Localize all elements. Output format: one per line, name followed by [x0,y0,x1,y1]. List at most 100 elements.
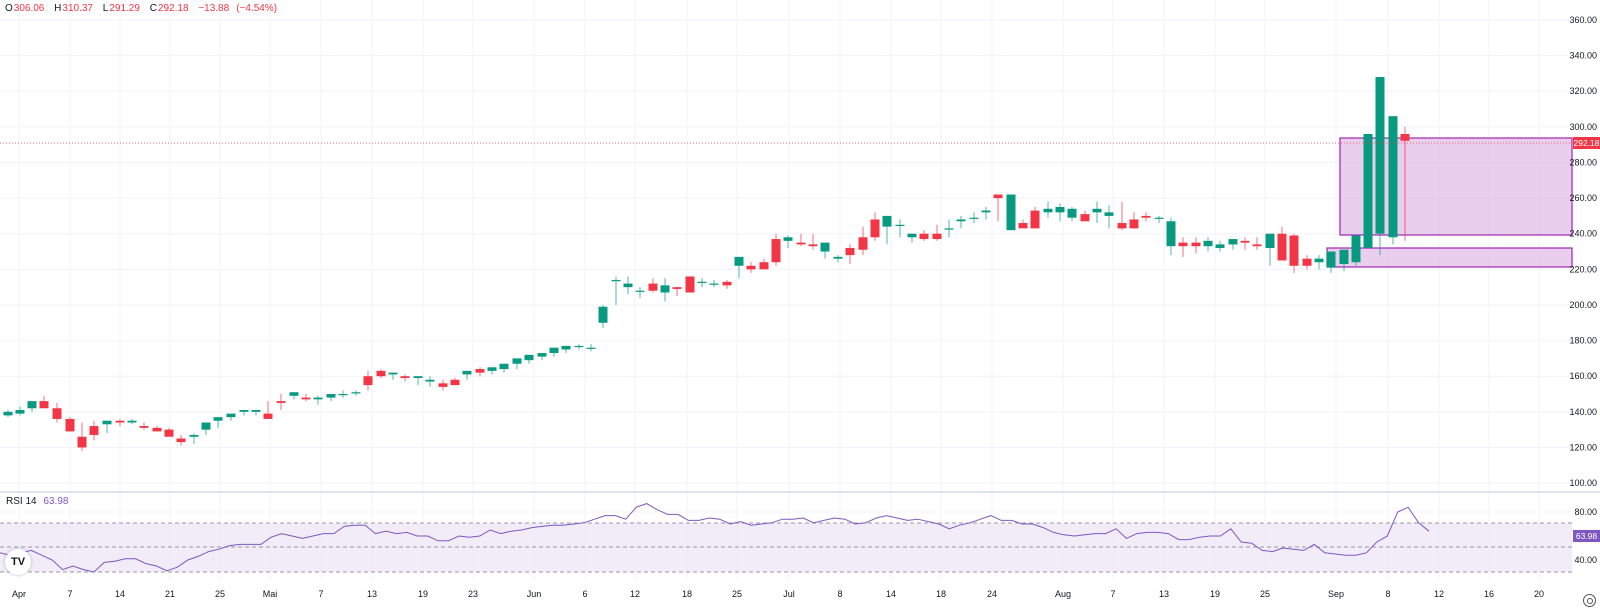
candle[interactable] [388,372,398,380]
candle[interactable] [858,226,868,256]
candle[interactable] [1314,255,1324,270]
candle[interactable] [1043,201,1053,218]
candle[interactable] [1252,237,1262,250]
candle[interactable] [1191,237,1201,254]
candle[interactable] [39,395,49,409]
candle[interactable] [537,353,547,361]
candle[interactable] [1141,212,1151,222]
candle[interactable] [623,276,633,295]
candle[interactable] [734,256,744,279]
candle[interactable] [289,392,299,400]
candle[interactable] [65,417,75,432]
candle[interactable] [1228,239,1238,250]
candle[interactable] [189,433,199,444]
candle[interactable] [598,304,608,329]
candle[interactable] [1117,201,1127,231]
candle[interactable] [376,369,386,378]
candle[interactable] [127,418,137,425]
candle[interactable] [475,367,485,377]
candle[interactable] [549,347,559,357]
candle[interactable] [759,258,769,270]
candle[interactable] [919,230,929,241]
candle[interactable] [956,215,966,229]
candle[interactable] [15,406,25,416]
candle[interactable] [499,363,509,373]
candle[interactable] [969,212,979,224]
candle[interactable] [462,370,472,380]
candle[interactable] [574,344,584,350]
candle[interactable] [276,394,286,411]
candle[interactable] [1351,235,1361,266]
candle[interactable] [1388,116,1398,245]
candle[interactable] [213,417,223,428]
candle[interactable] [808,233,818,250]
candle[interactable] [722,280,732,289]
candle[interactable] [139,422,149,430]
candle[interactable] [981,207,991,220]
candle[interactable] [239,410,249,416]
candle[interactable] [1166,217,1176,256]
candle[interactable] [89,420,99,441]
lower-zone[interactable] [1326,247,1573,268]
candle[interactable] [438,379,448,391]
candle[interactable] [3,410,13,418]
candle[interactable] [102,420,112,434]
candle[interactable] [226,413,236,421]
candle[interactable] [907,233,917,243]
rsi-axis[interactable]: 80.00 40.00 [1574,507,1597,565]
candle[interactable] [1030,207,1040,229]
candle[interactable] [1277,226,1287,261]
candle[interactable] [1339,249,1349,272]
candle[interactable] [251,410,261,416]
candle[interactable] [796,233,806,247]
candle[interactable] [400,374,410,382]
candle[interactable] [1400,126,1410,241]
candle[interactable] [1363,133,1373,248]
candle[interactable] [870,212,880,241]
candle[interactable] [1092,201,1102,224]
candle[interactable] [648,278,658,293]
candle[interactable] [820,242,830,259]
candle[interactable] [1067,207,1077,222]
candle[interactable] [301,394,311,402]
candle[interactable] [263,401,273,419]
candle[interactable] [27,401,37,412]
candle[interactable] [1289,233,1299,273]
candle[interactable] [1154,215,1164,224]
candle[interactable] [326,394,336,402]
candle[interactable] [993,194,1003,222]
candlestick-series[interactable] [3,76,1410,452]
candle[interactable] [1240,237,1250,250]
candle[interactable] [524,354,534,364]
candle[interactable] [944,219,954,238]
candle[interactable] [115,418,125,427]
candle[interactable] [932,224,942,241]
candle[interactable] [771,233,781,266]
candle[interactable] [363,370,373,391]
candle[interactable] [338,390,348,398]
candle[interactable] [697,278,707,288]
candle[interactable] [1265,233,1275,266]
upper-zone[interactable] [1339,137,1573,236]
candle[interactable] [425,376,435,387]
candle[interactable] [882,215,892,245]
gear-icon[interactable] [1583,594,1596,607]
candle[interactable] [77,422,87,452]
price-axis[interactable]: 360.00 340.00 320.00 300.00 280.00 260.00 240.… [1569,15,1597,488]
candle[interactable] [1375,76,1385,256]
candle[interactable] [313,395,323,405]
candle[interactable] [833,255,843,263]
candle[interactable] [512,358,522,370]
candle[interactable] [52,402,62,423]
candle[interactable] [635,287,645,298]
candle[interactable] [413,376,423,386]
candle[interactable] [1203,237,1213,252]
candle[interactable] [1129,212,1139,229]
candle[interactable] [487,367,497,375]
candle[interactable] [176,434,186,446]
candle[interactable] [152,426,162,432]
candle[interactable] [164,427,174,437]
candle[interactable] [1215,240,1225,252]
candle[interactable] [351,390,361,396]
